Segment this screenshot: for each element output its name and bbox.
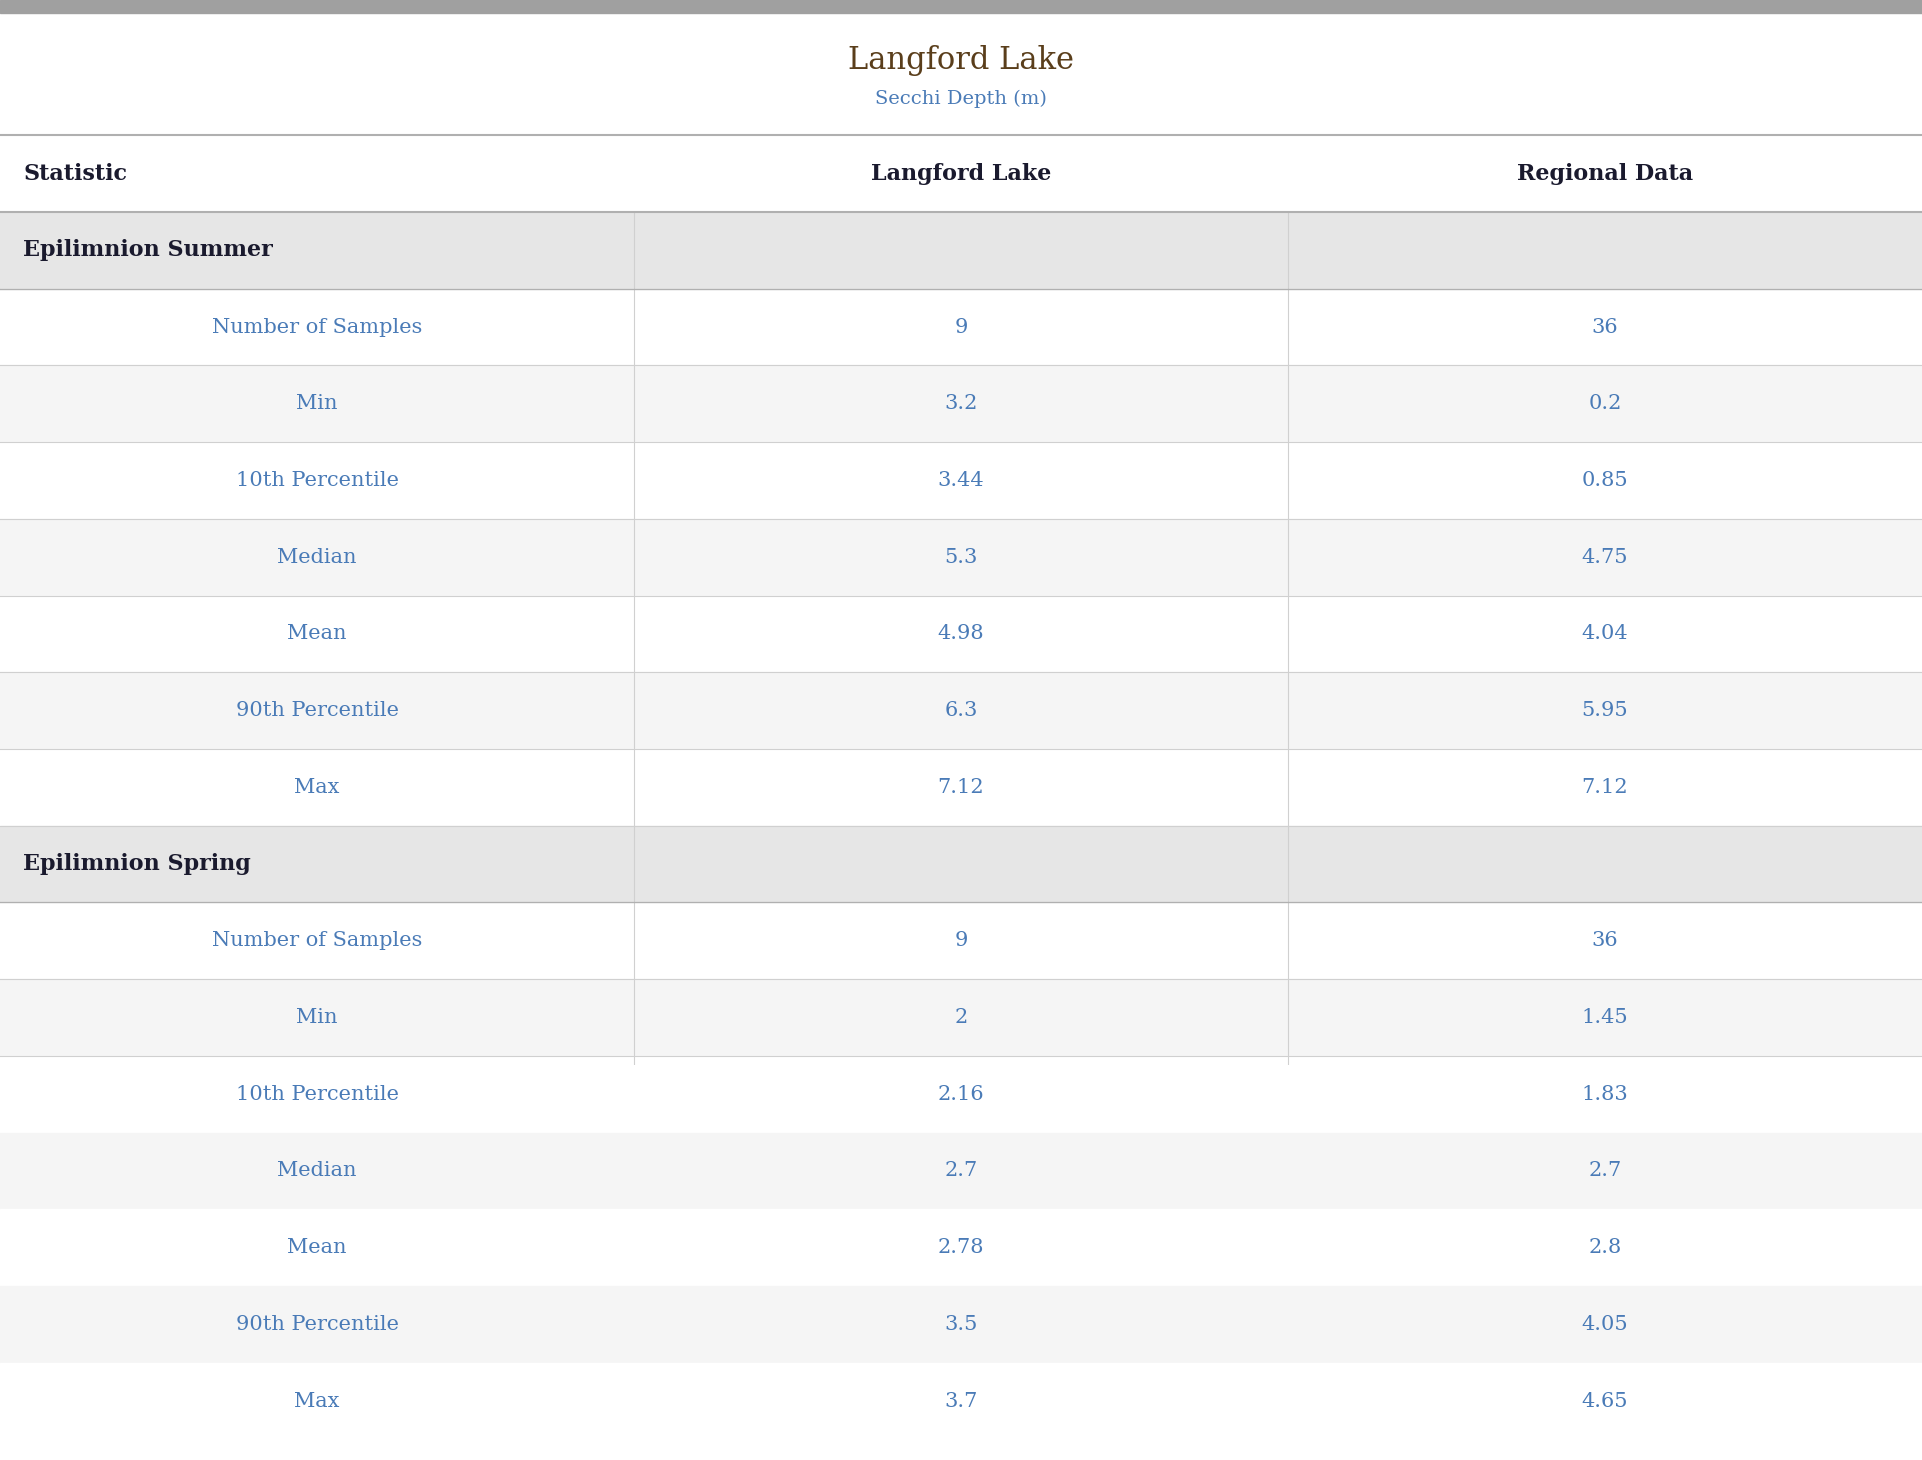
- Text: Median: Median: [277, 548, 357, 566]
- Text: 4.65: 4.65: [1582, 1391, 1628, 1410]
- Text: Max: Max: [294, 1391, 340, 1410]
- Text: 36: 36: [1591, 931, 1618, 950]
- Bar: [0, 980, 1922, 1056]
- Text: Number of Samples: Number of Samples: [211, 931, 423, 950]
- Text: 4.05: 4.05: [1582, 1315, 1628, 1334]
- Text: 4.04: 4.04: [1582, 625, 1628, 644]
- Bar: [0, 518, 1922, 596]
- Bar: [0, 365, 1922, 442]
- Bar: [0, 749, 1922, 826]
- Text: 2.7: 2.7: [944, 1161, 978, 1180]
- Text: 2: 2: [955, 1007, 967, 1026]
- Text: 4.75: 4.75: [1582, 548, 1628, 566]
- Text: Langford Lake: Langford Lake: [848, 45, 1074, 76]
- Text: 5.3: 5.3: [944, 548, 978, 566]
- Bar: [0, 289, 1922, 365]
- Bar: [0, 1362, 1922, 1440]
- Bar: [0, 672, 1922, 749]
- Text: 10th Percentile: 10th Percentile: [236, 1085, 398, 1104]
- Text: Mean: Mean: [288, 625, 346, 644]
- Text: Secchi Depth (m): Secchi Depth (m): [875, 89, 1047, 108]
- Text: Max: Max: [294, 778, 340, 797]
- Text: Statistic: Statistic: [23, 162, 127, 184]
- Text: 36: 36: [1591, 318, 1618, 337]
- Text: 2.78: 2.78: [938, 1238, 984, 1257]
- Text: 6.3: 6.3: [944, 701, 978, 720]
- Text: 0.85: 0.85: [1582, 472, 1628, 491]
- Text: 90th Percentile: 90th Percentile: [236, 1315, 398, 1334]
- Text: 1.83: 1.83: [1582, 1085, 1628, 1104]
- Text: 3.44: 3.44: [938, 472, 984, 491]
- Text: 9: 9: [955, 318, 967, 337]
- Text: 0.2: 0.2: [1588, 394, 1622, 413]
- Text: 1.45: 1.45: [1582, 1007, 1628, 1026]
- Bar: [0, 1286, 1922, 1362]
- Text: Mean: Mean: [288, 1238, 346, 1257]
- Text: Min: Min: [296, 394, 338, 413]
- Text: 3.7: 3.7: [944, 1391, 978, 1410]
- Text: 4.98: 4.98: [938, 625, 984, 644]
- Text: Epilimnion Summer: Epilimnion Summer: [23, 239, 273, 261]
- Text: Epilimnion Spring: Epilimnion Spring: [23, 853, 250, 875]
- Text: Number of Samples: Number of Samples: [211, 318, 423, 337]
- Bar: [0, 1209, 1922, 1286]
- Text: 2.7: 2.7: [1588, 1161, 1622, 1180]
- Text: 2.8: 2.8: [1588, 1238, 1622, 1257]
- Bar: [0, 136, 1922, 212]
- Bar: [0, 212, 1922, 289]
- Bar: [0, 0, 1922, 13]
- Text: Regional Data: Regional Data: [1516, 162, 1693, 184]
- Text: 10th Percentile: 10th Percentile: [236, 472, 398, 491]
- Bar: [0, 442, 1922, 518]
- Text: 5.95: 5.95: [1582, 701, 1628, 720]
- Text: 2.16: 2.16: [938, 1085, 984, 1104]
- Text: 90th Percentile: 90th Percentile: [236, 701, 398, 720]
- Text: 7.12: 7.12: [938, 778, 984, 797]
- Text: Langford Lake: Langford Lake: [871, 162, 1051, 184]
- Bar: [0, 1133, 1922, 1209]
- Bar: [0, 1056, 1922, 1133]
- Text: 7.12: 7.12: [1582, 778, 1628, 797]
- Bar: [0, 596, 1922, 672]
- Text: 3.5: 3.5: [944, 1315, 978, 1334]
- Text: 3.2: 3.2: [944, 394, 978, 413]
- Bar: [0, 902, 1922, 980]
- Text: Min: Min: [296, 1007, 338, 1026]
- Text: Median: Median: [277, 1161, 357, 1180]
- Bar: [0, 826, 1922, 902]
- Text: 9: 9: [955, 931, 967, 950]
